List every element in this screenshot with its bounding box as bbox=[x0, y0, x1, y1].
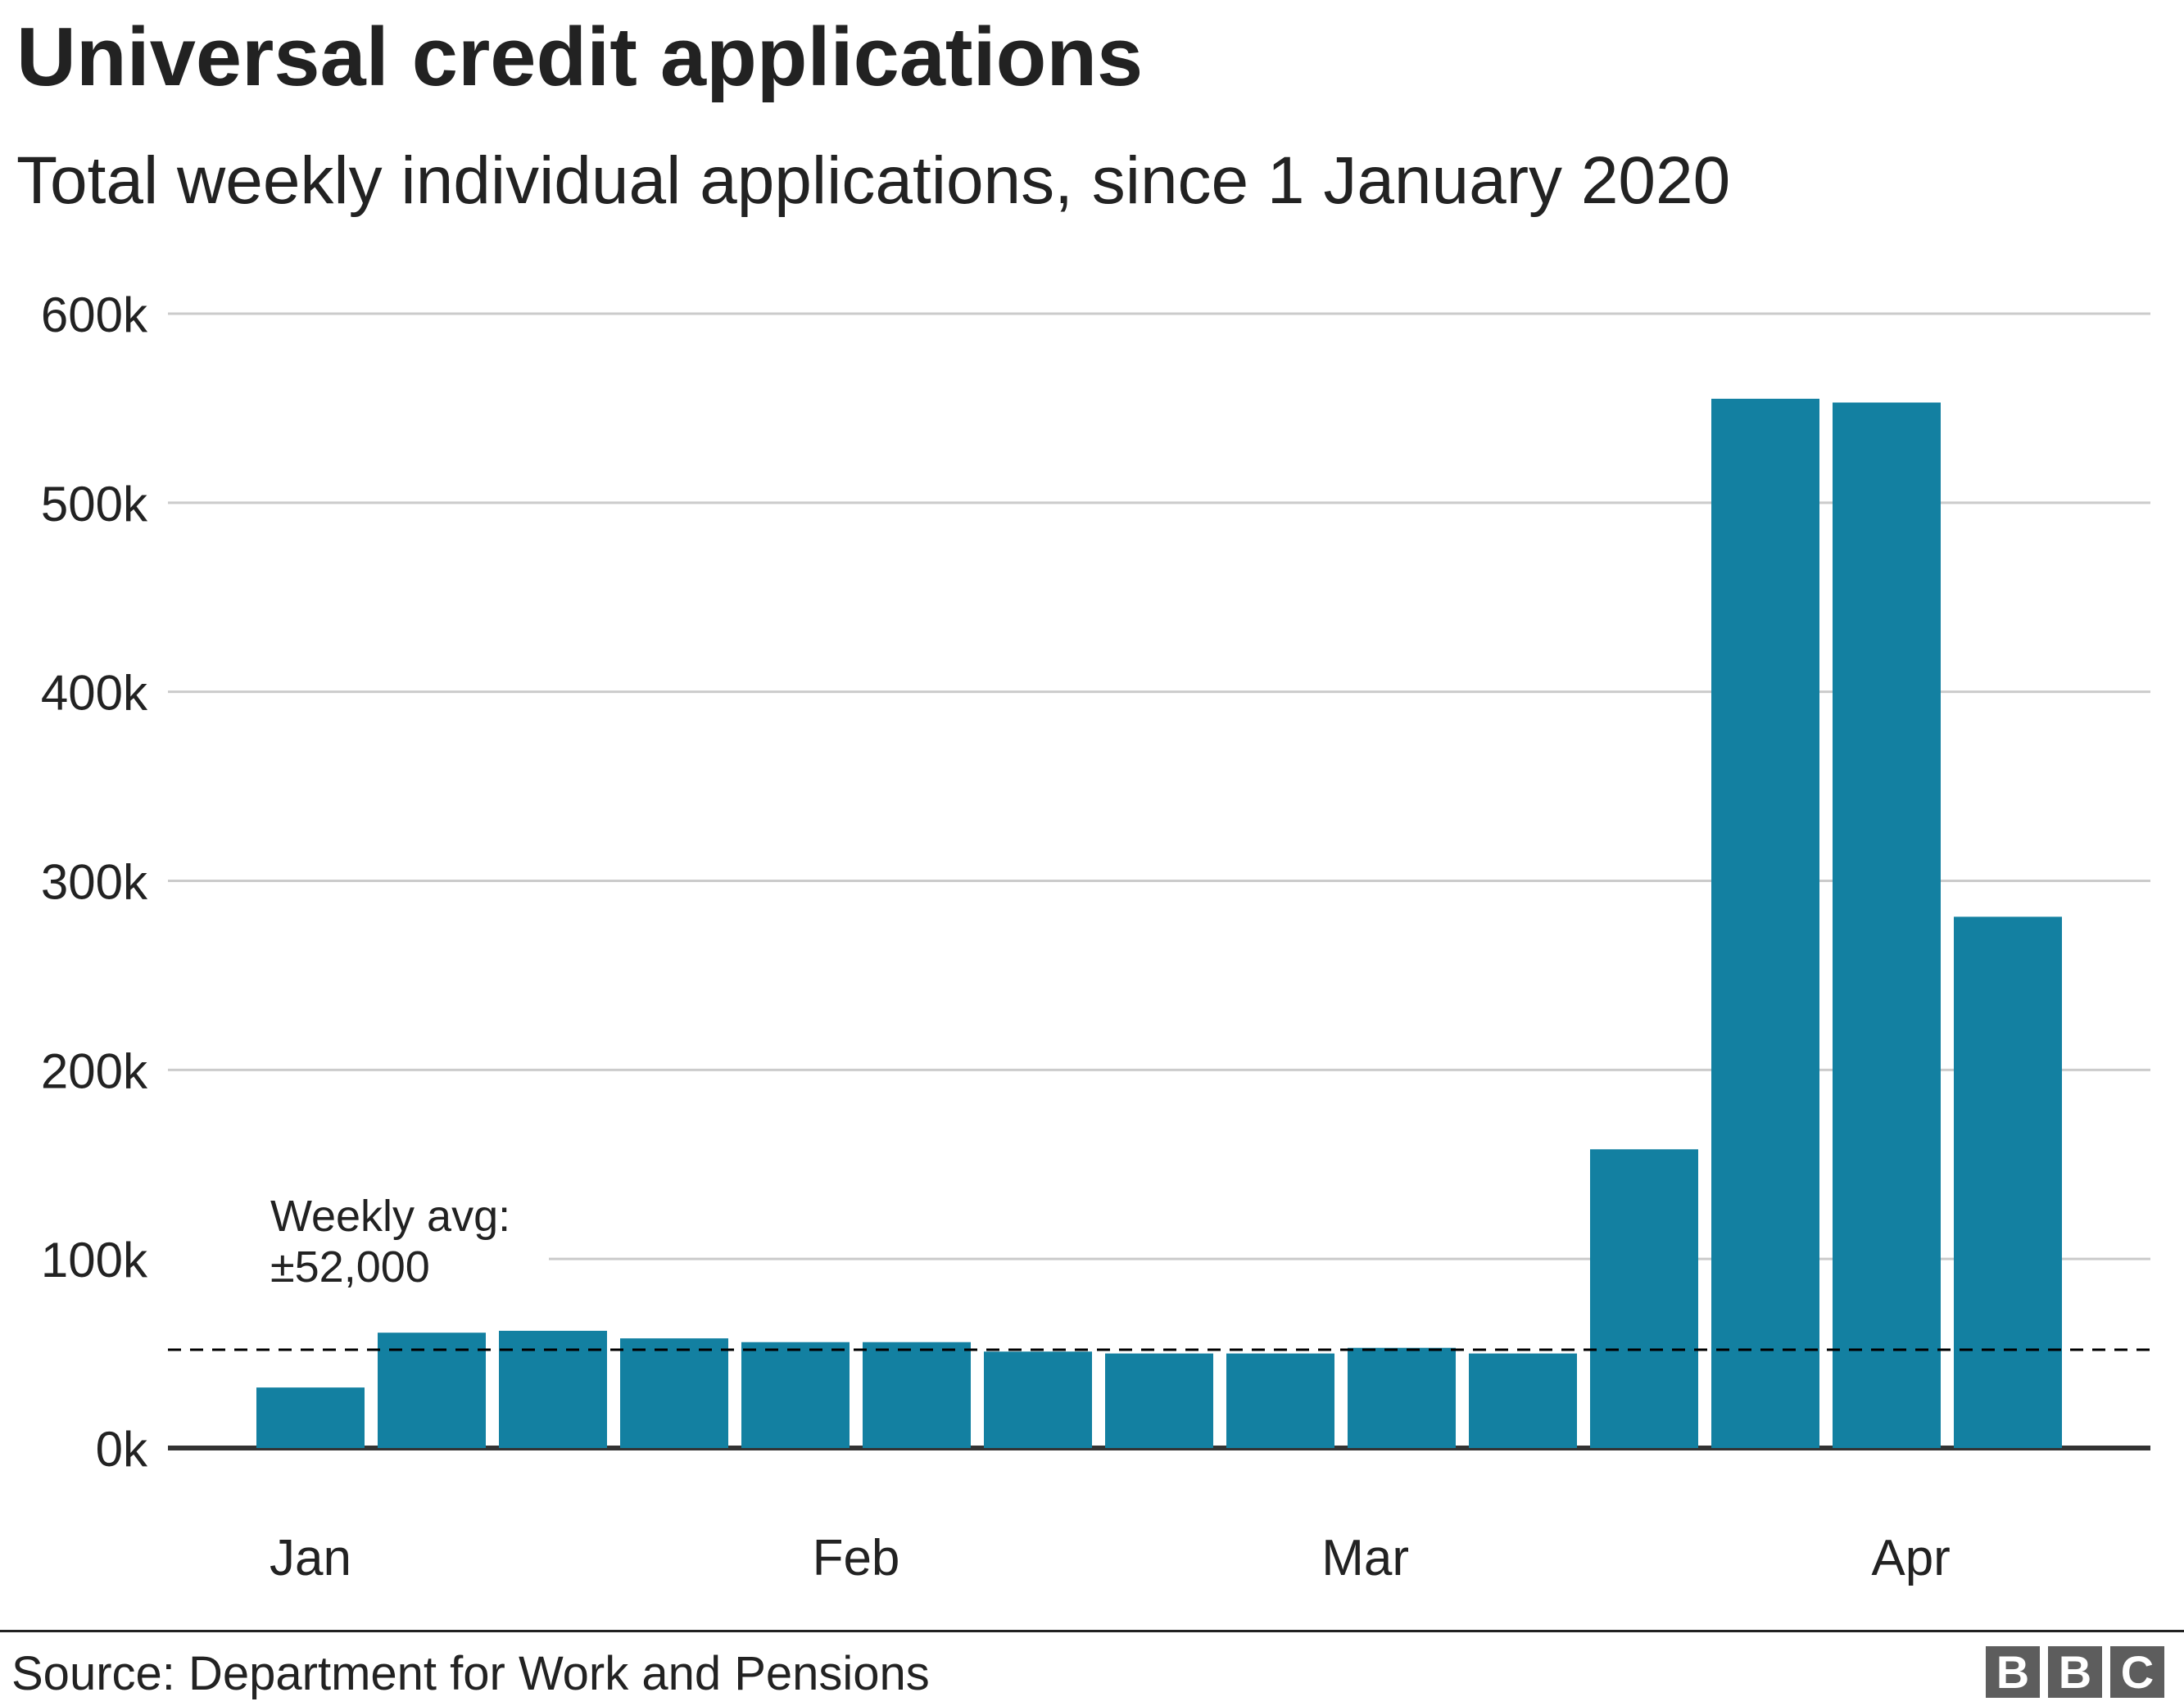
bar bbox=[1954, 916, 2062, 1448]
bar bbox=[863, 1342, 971, 1448]
bar bbox=[741, 1342, 850, 1448]
average-reference: Weekly avg:±52,000 bbox=[168, 1192, 2150, 1351]
chart-title: Universal credit applications bbox=[16, 11, 1144, 103]
source-note: Source: Department for Work and Pensions bbox=[11, 1647, 930, 1700]
bar bbox=[1711, 398, 1819, 1448]
x-tick-label: Mar bbox=[1321, 1530, 1409, 1586]
bar bbox=[378, 1333, 486, 1448]
y-axis-tick-labels: 0k 100k 200k 300k 400k 500k 600k bbox=[41, 287, 148, 1477]
bars bbox=[256, 398, 2062, 1448]
average-label: Weekly avg: bbox=[270, 1192, 510, 1241]
bbc-logo: B B C bbox=[1986, 1646, 2164, 1698]
logo-letter-c: C bbox=[2110, 1646, 2164, 1698]
y-tick-label: 600k bbox=[41, 287, 148, 342]
bar bbox=[1105, 1353, 1213, 1448]
x-tick-label: Apr bbox=[1871, 1530, 1950, 1586]
x-axis-tick-labels: Jan Feb Mar Apr bbox=[270, 1530, 1951, 1586]
bar bbox=[984, 1351, 1092, 1448]
bar bbox=[1590, 1149, 1698, 1448]
bar-chart: 0k 100k 200k 300k 400k 500k 600k Weekly avg:±5… bbox=[41, 287, 2150, 1586]
y-tick-label: 400k bbox=[41, 666, 148, 721]
y-tick-label: 100k bbox=[41, 1233, 148, 1287]
y-tick-label: 300k bbox=[41, 855, 148, 910]
footer-divider bbox=[0, 1630, 2184, 1632]
bar bbox=[620, 1338, 728, 1448]
average-label: ±52,000 bbox=[270, 1242, 430, 1292]
logo-letter-b1: B bbox=[1986, 1646, 2040, 1698]
bar bbox=[1833, 402, 1941, 1448]
x-tick-label: Jan bbox=[270, 1530, 351, 1586]
x-tick-label: Feb bbox=[813, 1530, 900, 1586]
bar bbox=[1469, 1353, 1577, 1448]
bar bbox=[499, 1330, 607, 1448]
bar bbox=[256, 1387, 365, 1448]
chart-subtitle: Total weekly individual applications, si… bbox=[16, 143, 1731, 218]
y-tick-label: 0k bbox=[96, 1422, 148, 1477]
logo-letter-b2: B bbox=[2048, 1646, 2102, 1698]
bar bbox=[1348, 1347, 1456, 1448]
y-tick-label: 500k bbox=[41, 477, 148, 532]
bar bbox=[1226, 1353, 1334, 1448]
y-tick-label: 200k bbox=[41, 1043, 148, 1098]
